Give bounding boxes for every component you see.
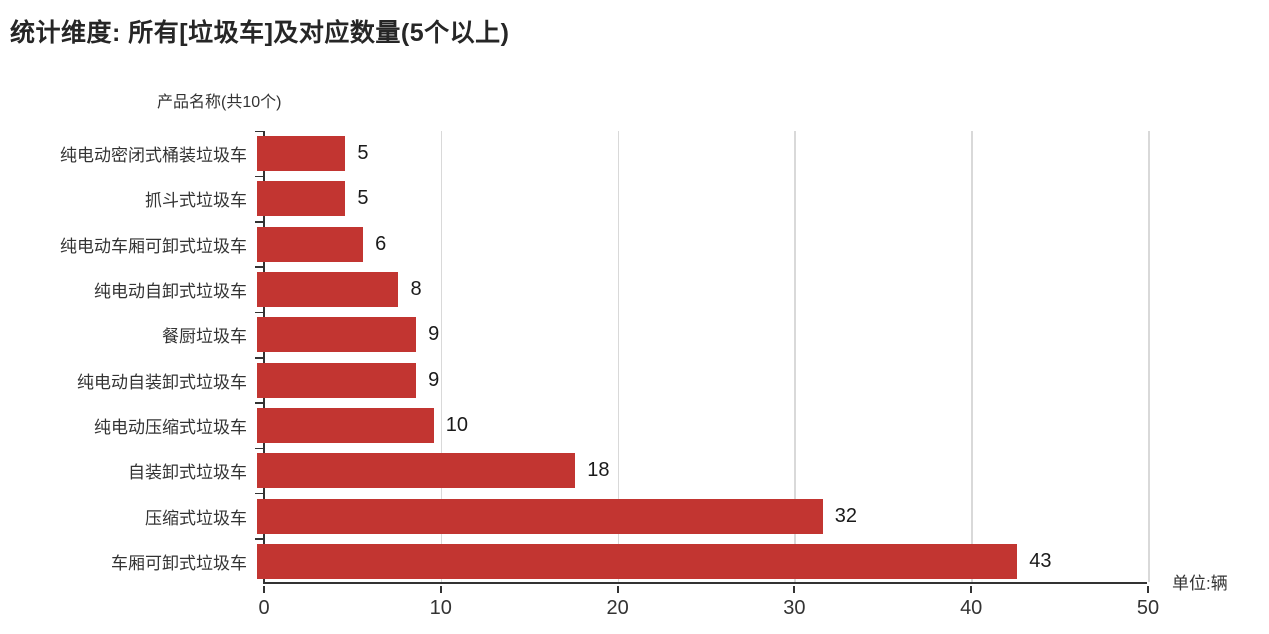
bar-track: 6 xyxy=(257,222,1141,267)
category-label: 纯电动自卸式垃圾车 xyxy=(94,282,247,302)
category-label: 抓斗式垃圾车 xyxy=(145,191,247,211)
gridline xyxy=(971,131,973,582)
x-axis-tick-label: 0 xyxy=(258,597,270,619)
bar[interactable] xyxy=(257,317,417,353)
value-label: 9 xyxy=(428,368,440,391)
value-label: 6 xyxy=(375,232,387,255)
bar[interactable] xyxy=(257,407,434,443)
y-axis-tick xyxy=(255,402,263,404)
x-axis-tick xyxy=(970,586,973,593)
bar-row: 纯电动自卸式垃圾车 8 xyxy=(10,267,1149,312)
value-label: 8 xyxy=(410,278,422,301)
category-label: 自装卸式垃圾车 xyxy=(128,463,247,483)
bar-row: 纯电动密闭式桶装垃圾车 5 xyxy=(10,131,1149,176)
x-axis-tick xyxy=(793,586,796,593)
bar-row: 餐厨垃圾车 9 xyxy=(10,312,1149,357)
bar-track: 18 xyxy=(257,448,1141,493)
bar-track: 5 xyxy=(257,131,1141,176)
bar-row: 自装卸式垃圾车 18 xyxy=(10,448,1149,493)
bar-track: 32 xyxy=(257,493,1141,538)
bar-row: 压缩式垃圾车 32 xyxy=(10,493,1149,538)
category-label: 压缩式垃圾车 xyxy=(145,508,247,528)
plot-area xyxy=(255,130,1150,584)
x-axis-tick xyxy=(616,586,619,593)
bar[interactable] xyxy=(257,136,346,172)
value-label: 18 xyxy=(587,459,610,482)
value-label: 5 xyxy=(357,142,369,165)
category-label: 纯电动密闭式桶装垃圾车 xyxy=(60,146,247,166)
bar[interactable] xyxy=(257,498,823,534)
x-axis-tick-label: 20 xyxy=(606,597,629,619)
bar-track: 9 xyxy=(257,312,1141,357)
bar[interactable] xyxy=(257,272,399,308)
y-axis-tick xyxy=(255,357,263,359)
bar-row: 纯电动车厢可卸式垃圾车 6 xyxy=(10,222,1149,267)
bar-track: 10 xyxy=(257,403,1141,448)
y-axis-tick xyxy=(255,311,263,314)
bar[interactable] xyxy=(257,453,576,489)
y-axis-tick xyxy=(255,266,263,268)
bar[interactable] xyxy=(257,181,346,217)
y-axis-title: 产品名称(共10个) xyxy=(157,94,282,111)
bar[interactable] xyxy=(257,543,1018,579)
bar-track: 9 xyxy=(257,357,1141,402)
y-axis-tick xyxy=(255,447,263,450)
gridline xyxy=(794,131,796,582)
value-label: 5 xyxy=(357,187,369,210)
bar[interactable] xyxy=(257,362,417,398)
bar-row: 车厢可卸式垃圾车 43 xyxy=(10,539,1149,584)
value-label: 10 xyxy=(445,413,469,436)
chart-title: 统计维度: 所有[垃圾车]及对应数量(5个以上) xyxy=(10,19,510,47)
category-label: 纯电动自装卸式垃圾车 xyxy=(77,372,247,392)
category-label: 纯电动压缩式垃圾车 xyxy=(94,417,247,437)
category-label: 纯电动车厢可卸式垃圾车 xyxy=(60,236,247,256)
value-label: 9 xyxy=(428,323,440,346)
gridline xyxy=(1148,131,1150,582)
bar-track: 43 xyxy=(257,539,1141,584)
gridline xyxy=(617,131,620,582)
value-label: 43 xyxy=(1029,549,1052,572)
y-axis-tick xyxy=(255,221,263,223)
bar-rows: 纯电动密闭式桶装垃圾车 5 抓斗式垃圾车 5 纯电动车厢可卸式垃圾车 6 纯电动自卸式垃圾车… xyxy=(10,131,1149,584)
x-axis-unit-label: 单位:辆 xyxy=(1172,574,1228,593)
x-axis-tick-label: 40 xyxy=(960,597,983,619)
category-label: 车厢可卸式垃圾车 xyxy=(111,553,247,573)
y-axis-tick xyxy=(255,175,263,178)
value-label: 32 xyxy=(834,504,857,527)
x-axis-tick-label: 30 xyxy=(783,597,806,619)
x-axis-tick xyxy=(263,586,265,593)
bar-track: 5 xyxy=(257,176,1141,221)
y-axis-tick xyxy=(255,492,263,495)
gridline xyxy=(440,131,443,582)
bar-row: 抓斗式垃圾车 5 xyxy=(10,176,1149,221)
bar-row: 纯电动自装卸式垃圾车 9 xyxy=(10,357,1149,402)
bar[interactable] xyxy=(257,226,364,262)
x-axis-tick xyxy=(1147,586,1149,593)
x-axis-tick-label: 10 xyxy=(429,597,452,619)
bar-chart: 纯电动密闭式桶装垃圾车 5 抓斗式垃圾车 5 纯电动车厢可卸式垃圾车 6 纯电动自卸式垃圾车… xyxy=(10,130,1159,619)
x-axis-tick-label: 50 xyxy=(1136,597,1160,619)
y-axis-tick xyxy=(255,538,263,540)
bar-row: 纯电动压缩式垃圾车 10 xyxy=(10,403,1149,448)
y-axis-tick xyxy=(255,130,263,132)
category-label: 餐厨垃圾车 xyxy=(162,327,247,347)
x-axis-tick xyxy=(439,586,442,593)
bar-track: 8 xyxy=(257,267,1141,312)
